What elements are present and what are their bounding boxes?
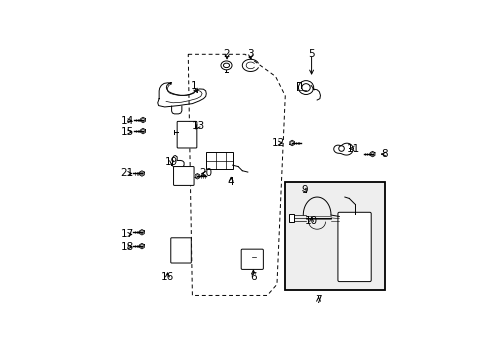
Polygon shape: [369, 151, 374, 157]
Text: 6: 6: [249, 273, 256, 283]
Text: 11: 11: [346, 144, 359, 153]
Text: 20: 20: [199, 168, 212, 179]
Polygon shape: [139, 243, 144, 249]
Text: 16: 16: [161, 273, 174, 283]
Text: 21: 21: [121, 168, 134, 179]
Text: 9: 9: [301, 185, 307, 195]
FancyBboxPatch shape: [170, 238, 191, 263]
Bar: [217, 162, 224, 167]
Bar: [217, 155, 224, 160]
Text: 3: 3: [247, 49, 253, 59]
Bar: [208, 155, 214, 160]
Text: 10: 10: [305, 216, 318, 226]
Text: 13: 13: [191, 121, 204, 131]
Text: 17: 17: [121, 229, 134, 239]
FancyBboxPatch shape: [177, 121, 197, 148]
FancyBboxPatch shape: [337, 212, 370, 282]
Text: 12: 12: [271, 138, 285, 148]
Text: 15: 15: [121, 127, 134, 137]
Text: 18: 18: [121, 242, 134, 252]
Polygon shape: [139, 230, 144, 235]
Text: 14: 14: [121, 116, 134, 126]
Text: 7: 7: [315, 294, 321, 305]
Polygon shape: [141, 117, 145, 123]
Bar: [285, 183, 384, 291]
Text: 1: 1: [190, 81, 197, 91]
Bar: [208, 162, 214, 167]
Polygon shape: [289, 140, 294, 146]
Text: 19: 19: [164, 157, 178, 167]
Text: 5: 5: [307, 49, 314, 59]
Text: 2: 2: [224, 49, 230, 59]
Text: 8: 8: [381, 149, 387, 159]
Text: 4: 4: [227, 177, 234, 187]
FancyBboxPatch shape: [173, 167, 194, 185]
Polygon shape: [195, 174, 200, 179]
Polygon shape: [141, 128, 145, 134]
Bar: [288, 214, 293, 222]
Polygon shape: [139, 171, 144, 176]
FancyBboxPatch shape: [241, 249, 263, 269]
Bar: [206, 152, 232, 169]
